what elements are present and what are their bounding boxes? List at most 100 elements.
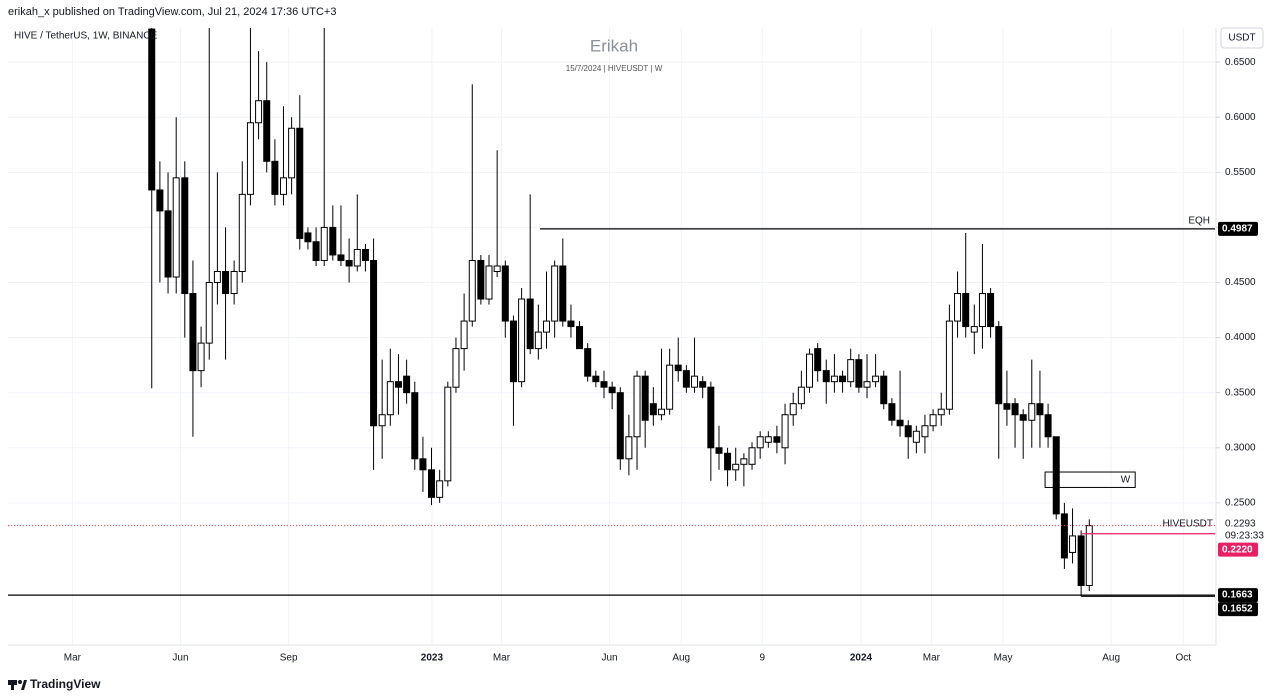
candle-body (164, 210, 172, 278)
last-price-label: 0.2293 (1225, 518, 1256, 529)
candle-body (781, 414, 789, 449)
candle-body (337, 254, 345, 261)
candle-body (715, 447, 723, 454)
candle-body (641, 375, 649, 421)
candle-body (403, 375, 411, 394)
candle-body (954, 293, 962, 322)
candle-body (559, 265, 567, 322)
y-tick-label: 0.3000 (1225, 442, 1256, 453)
candle-body (345, 259, 353, 267)
candle-body (814, 348, 822, 372)
candle-body (444, 386, 452, 482)
plot-area: W EQH (8, 28, 1215, 597)
candle-body (411, 392, 419, 460)
candle-body (937, 408, 945, 416)
candle-body (279, 177, 287, 195)
candle-body (378, 414, 386, 427)
candle-body (394, 381, 402, 388)
candle-body (501, 265, 509, 322)
candle-body (271, 160, 279, 195)
x-tick-label: Sep (280, 653, 298, 664)
candle-body (600, 381, 608, 388)
zone-box (1044, 471, 1136, 488)
x-tick-label: Jun (602, 653, 618, 664)
zone-label: W (1121, 474, 1131, 485)
unit-button[interactable] (1220, 27, 1264, 49)
unit-label[interactable]: USDT (1228, 33, 1255, 44)
candle-body (764, 436, 772, 443)
level-tag-label: 0.2220 (1222, 544, 1253, 555)
candle-body (724, 452, 732, 471)
level-tag (1218, 221, 1258, 236)
candle-body (419, 458, 427, 471)
candle-body (156, 189, 164, 212)
y-tick-label: 0.3500 (1225, 387, 1256, 398)
candle-body (1036, 403, 1044, 416)
candle-body (534, 331, 542, 350)
candle-body (361, 248, 369, 261)
x-tick-label: Mar (923, 653, 941, 664)
candle-body (773, 436, 781, 443)
candle-body (872, 375, 880, 383)
candle-body (370, 259, 378, 427)
candle-body (1060, 513, 1068, 559)
candle-body (428, 469, 436, 498)
watermark: Erikah (590, 36, 638, 55)
candle-body (1019, 414, 1027, 421)
candle-body (329, 226, 337, 256)
y-tick-label: 0.6000 (1225, 112, 1256, 123)
candle-body (213, 270, 221, 284)
candle-body (518, 298, 526, 383)
candle-body (576, 326, 584, 350)
candle-body (312, 241, 320, 261)
last-price-symbol: HIVEUSDT (1162, 518, 1213, 529)
level-tag-label: 0.1663 (1222, 590, 1253, 601)
x-tick-label: 2024 (850, 653, 873, 664)
candle-body (460, 320, 468, 350)
candle-body (880, 375, 888, 405)
x-tick-label: May (994, 653, 1013, 664)
y-tick-label: 0.5500 (1225, 167, 1256, 178)
candle-body (945, 320, 953, 410)
candle-body (230, 270, 238, 295)
candle-body (625, 436, 633, 460)
candle-body (493, 265, 501, 272)
candle-body (707, 386, 715, 449)
x-tick-label: Jun (172, 653, 188, 664)
x-tick-label: 2023 (421, 653, 444, 664)
footer-brand: TradingView (30, 677, 101, 691)
y-tick-label: 0.6500 (1225, 57, 1256, 68)
candle-body (740, 458, 748, 465)
candle-body (255, 100, 263, 124)
level-tag-label: 0.4987 (1222, 223, 1253, 234)
candle-body (904, 425, 912, 438)
y-tick-label: 0.4000 (1225, 332, 1256, 343)
axes: 0.25000.30000.35000.40000.45000.50000.55… (64, 57, 1265, 664)
candle-body (756, 436, 764, 449)
candle-body (608, 386, 616, 394)
x-tick-label: Aug (1102, 653, 1120, 664)
candle-body (797, 386, 805, 405)
candle-body (1069, 535, 1077, 553)
candle-body (296, 127, 304, 239)
candle-body (649, 403, 657, 416)
level-tag (1218, 588, 1258, 603)
candle-body (509, 320, 517, 383)
candle-body (896, 419, 904, 427)
tradingview-logo (8, 680, 27, 690)
x-tick-label: Oct (1175, 653, 1191, 664)
candle-body (1052, 436, 1060, 515)
candle-body (789, 403, 797, 416)
candle-body (830, 375, 838, 383)
candle-body (172, 177, 180, 278)
candle-body (912, 430, 920, 443)
last-price-countdown: 09:23:33 (1225, 530, 1264, 541)
candle-body (1011, 403, 1019, 416)
candle-body (238, 193, 246, 272)
x-tick-label: Mar (64, 653, 82, 664)
candle-body (847, 359, 855, 383)
y-tick-label: 0.2500 (1225, 498, 1256, 509)
candle-body (682, 370, 690, 388)
